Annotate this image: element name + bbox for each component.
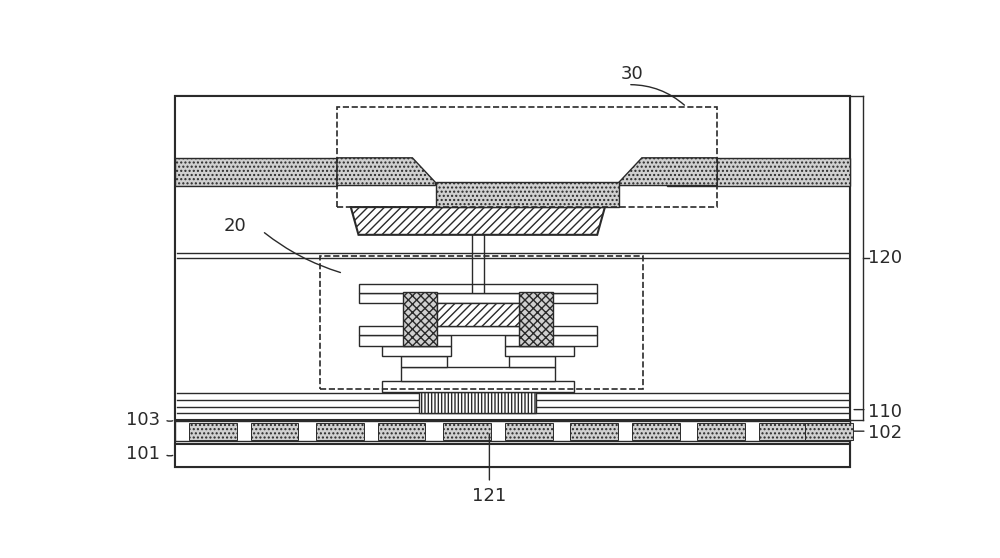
Bar (519, 292, 553, 346)
Text: 20: 20 (224, 217, 247, 234)
Bar (358, 294, 597, 302)
Bar (175, 158, 337, 186)
Text: 103: 103 (126, 411, 160, 429)
Bar (382, 346, 451, 357)
Bar (436, 182, 619, 207)
Bar (378, 423, 425, 440)
Bar (505, 335, 597, 346)
Bar (437, 302, 519, 326)
Bar (382, 381, 574, 392)
Text: 101: 101 (126, 445, 160, 463)
Bar (419, 392, 536, 413)
Bar (666, 158, 850, 186)
Bar (443, 423, 491, 440)
Bar (505, 423, 553, 440)
Polygon shape (351, 207, 605, 235)
Bar (316, 423, 364, 440)
Bar (175, 444, 850, 468)
Bar (401, 357, 447, 367)
Bar (337, 107, 717, 207)
Text: 110: 110 (868, 403, 902, 421)
Bar (632, 423, 680, 440)
Bar (509, 357, 555, 367)
Text: 121: 121 (472, 487, 507, 506)
Bar (805, 423, 853, 440)
Bar (570, 423, 618, 440)
Bar (175, 96, 850, 468)
Text: 30: 30 (620, 65, 643, 83)
Bar (505, 346, 574, 357)
Text: 120: 120 (868, 249, 902, 267)
Bar (759, 423, 807, 440)
Bar (697, 423, 745, 440)
Bar (251, 423, 298, 440)
Bar (401, 367, 555, 381)
Bar (175, 96, 850, 420)
Bar (358, 284, 597, 294)
Bar (358, 335, 451, 346)
Text: 102: 102 (868, 424, 902, 442)
Bar (175, 421, 850, 441)
Bar (358, 326, 597, 335)
Bar (189, 423, 237, 440)
Polygon shape (619, 158, 717, 186)
Bar (403, 292, 437, 346)
Polygon shape (337, 158, 436, 186)
Bar (320, 256, 643, 389)
